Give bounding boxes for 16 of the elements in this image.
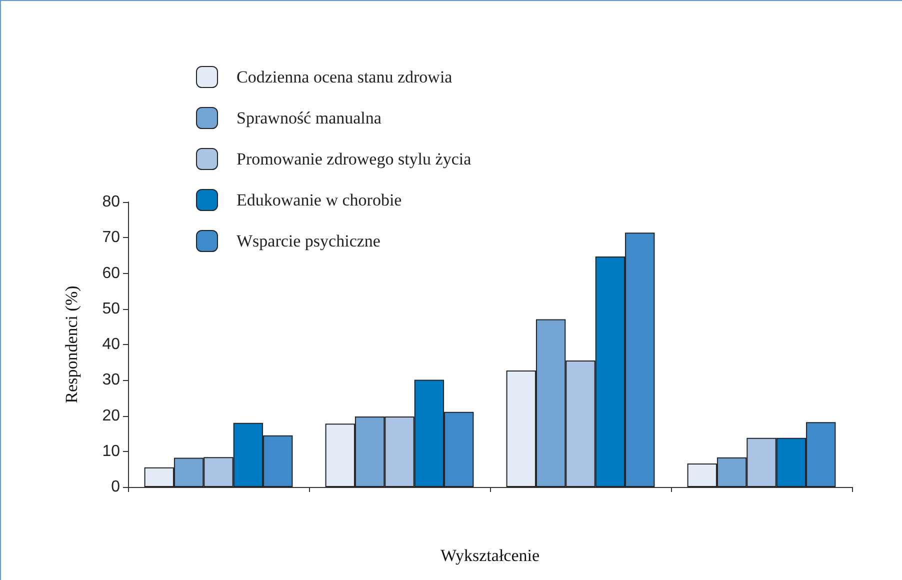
legend-label: Promowanie zdrowego stylu życia [236, 150, 472, 168]
legend-label: Wsparcie psychiczne [236, 232, 380, 250]
x-axis-title: Wykształcenie [440, 546, 540, 565]
y-tick-label: 70 [102, 229, 120, 246]
legend-label: Sprawność manualna [236, 108, 382, 128]
y-tick-label: 40 [102, 336, 120, 353]
y-tick-label: 60 [102, 264, 120, 282]
y-tick-label: 10 [102, 442, 120, 460]
legend-label: Edukowanie w chorobie [236, 190, 402, 210]
y-tick-label: 30 [102, 372, 120, 389]
y-axis-title: Respondenci (%) [62, 286, 81, 404]
y-tick-label: 0 [111, 478, 120, 496]
y-tick-label: 50 [102, 300, 120, 318]
legend-label: Codzienna ocena stanu zdrowia [236, 68, 453, 86]
y-tick-label: 20 [102, 407, 120, 424]
y-tick-label: 80 [102, 194, 120, 210]
